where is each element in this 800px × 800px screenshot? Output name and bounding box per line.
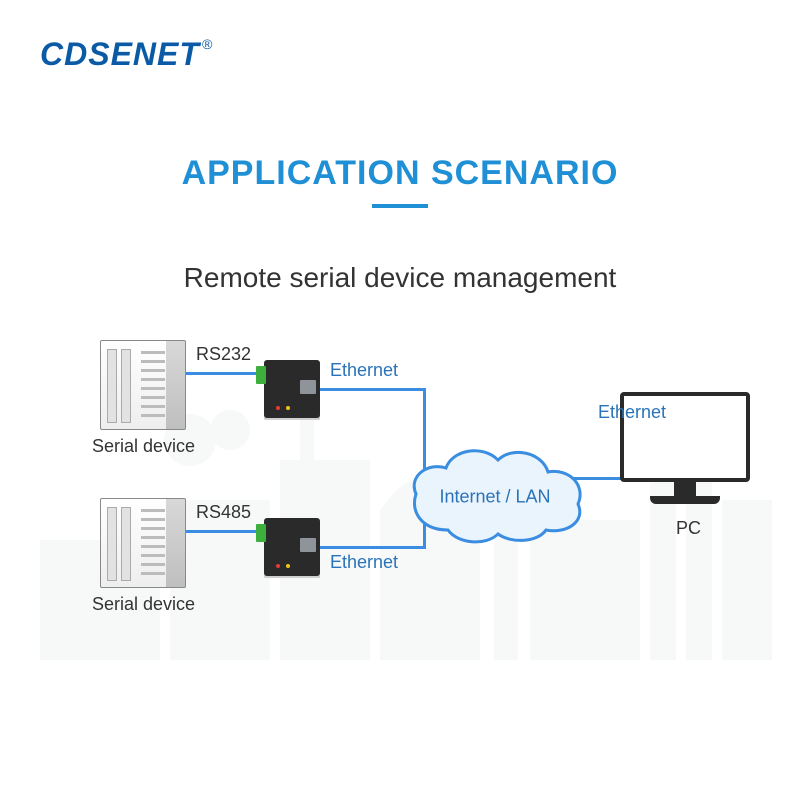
line-rs232	[186, 372, 266, 375]
led-red-icon	[276, 406, 280, 410]
internet-cloud: Internet / LAN	[402, 444, 588, 548]
monitor-neck	[674, 482, 696, 496]
serial-port-icon	[256, 524, 266, 542]
plc-indicators	[141, 351, 165, 417]
plc-side	[166, 498, 186, 588]
plc-side	[166, 340, 186, 430]
label-ethernet-1: Ethernet	[330, 360, 398, 381]
gateway-module-1	[256, 360, 320, 418]
led-red-icon	[276, 564, 280, 568]
plc-slot	[107, 349, 117, 423]
line-rs485	[186, 530, 266, 533]
brand-name: CDSENET	[40, 36, 200, 72]
led-yellow-icon	[286, 564, 290, 568]
label-serial-device-1: Serial device	[92, 436, 195, 457]
plc-slot	[121, 507, 131, 581]
label-rs485: RS485	[196, 502, 251, 523]
ethernet-port-icon	[300, 380, 316, 394]
label-serial-device-2: Serial device	[92, 594, 195, 615]
label-pc: PC	[676, 518, 701, 539]
serial-device-2	[100, 498, 186, 588]
led-yellow-icon	[286, 406, 290, 410]
label-rs232: RS232	[196, 344, 251, 365]
plc-slot	[121, 349, 131, 423]
trademark-icon: ®	[202, 36, 213, 52]
ethernet-port-icon	[300, 538, 316, 552]
serial-port-icon	[256, 366, 266, 384]
label-ethernet-2: Ethernet	[330, 552, 398, 573]
plc-body	[100, 498, 168, 588]
cloud-label: Internet / LAN	[439, 486, 550, 507]
serial-device-1	[100, 340, 186, 430]
plc-body	[100, 340, 168, 430]
label-ethernet-pc: Ethernet	[598, 402, 666, 423]
line-eth1-h	[318, 388, 426, 391]
title-divider	[372, 204, 428, 208]
brand-logo: CDSENET®	[40, 36, 213, 73]
plc-slot	[107, 507, 117, 581]
application-diagram: Internet / LAN RS232 RS485 Ethernet Ethe…	[0, 320, 800, 680]
plc-indicators	[141, 509, 165, 575]
gateway-module-2	[256, 518, 320, 576]
page-title: APPLICATION SCENARIO	[0, 154, 800, 193]
monitor-base	[650, 496, 720, 504]
page-subtitle: Remote serial device management	[0, 262, 800, 294]
